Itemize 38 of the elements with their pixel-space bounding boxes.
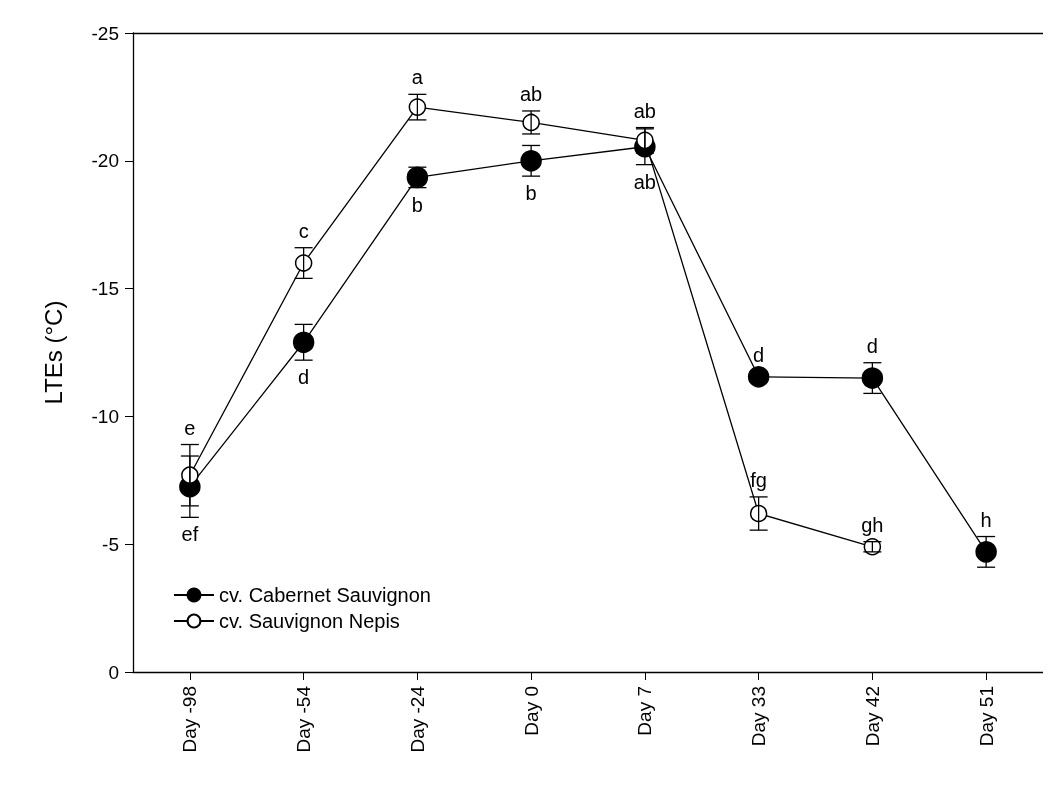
annotation: d (753, 343, 765, 366)
point (292, 331, 315, 354)
y-tick-label: -20 (91, 150, 119, 172)
annotation: h (980, 508, 992, 531)
annotation: ab (633, 170, 656, 193)
annotation: d (298, 366, 310, 389)
y-tick-label: -10 (91, 405, 119, 427)
x-tick-label: Day 51 (975, 686, 997, 747)
y-tick-label: -25 (91, 22, 119, 44)
annotation: e (184, 416, 196, 439)
legend-label: cv. Cabernet Sauvignon (219, 584, 431, 606)
x-tick-label: Day 7 (634, 686, 656, 736)
x-tick-label: Day -54 (293, 685, 315, 753)
y-axis-title: LTEs (°C) (39, 300, 67, 405)
y-tick-label: -15 (91, 278, 119, 300)
x-tick-label: Day 42 (861, 686, 883, 747)
annotation: ef (181, 523, 199, 546)
annotation: b (411, 193, 423, 216)
x-tick-label: Day 33 (748, 686, 770, 747)
annotation: d (866, 334, 878, 357)
x-tick-label: Day 0 (520, 686, 542, 736)
annotation: fg (750, 468, 767, 491)
annotation: ab (633, 99, 656, 122)
annotation: b (525, 182, 537, 205)
point (861, 367, 884, 389)
point (975, 541, 997, 563)
annotation: c (298, 219, 309, 242)
annotation: gh (861, 513, 884, 536)
x-tick-label: Day -24 (406, 685, 428, 753)
y-tick-label: -5 (102, 533, 119, 555)
point (749, 504, 768, 523)
point (294, 254, 313, 272)
legend-label: cv. Sauvignon Nepis (219, 610, 400, 632)
x-tick-label: Day -98 (179, 686, 201, 753)
annotation: a (411, 66, 424, 89)
annotation: ab (520, 82, 543, 105)
point (408, 98, 427, 116)
y-tick-label: 0 (108, 661, 119, 683)
